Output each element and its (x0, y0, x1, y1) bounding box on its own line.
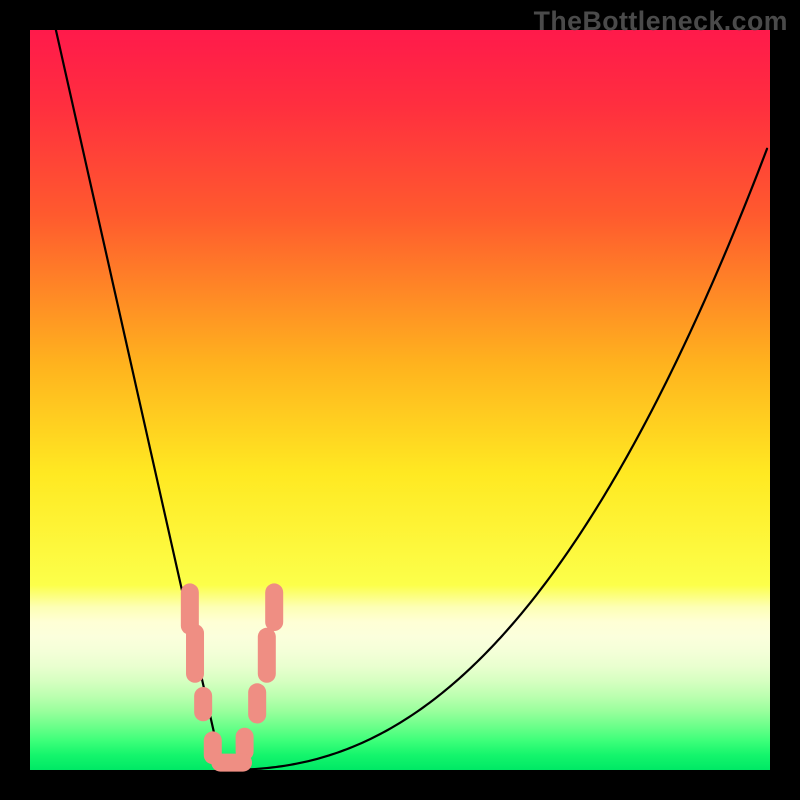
chart-svg (0, 0, 800, 800)
curve-marker (186, 624, 204, 683)
curve-marker-bottom (211, 754, 252, 772)
curve-marker (194, 687, 212, 721)
curve-marker (265, 583, 283, 631)
watermark-label: TheBottleneck.com (534, 6, 788, 37)
gradient-plot-area (30, 30, 770, 770)
curve-marker (258, 628, 276, 683)
curve-marker (248, 683, 266, 723)
chart-root: TheBottleneck.com (0, 0, 800, 800)
